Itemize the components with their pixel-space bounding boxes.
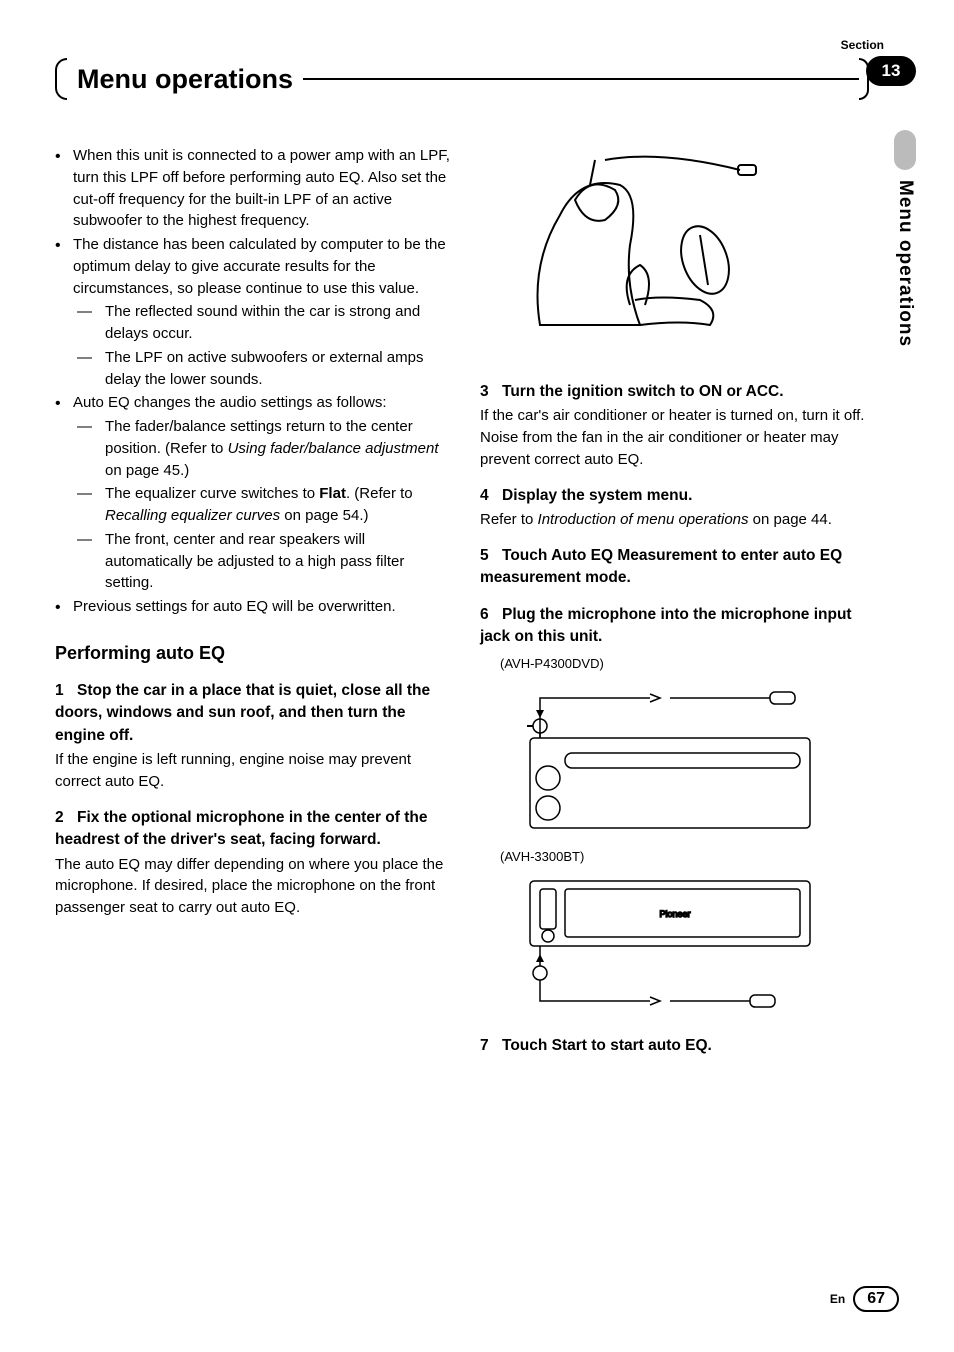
dash-list: The reflected sound within the car is st…: [73, 301, 450, 390]
step-heading: 2Fix the optional microphone in the cent…: [55, 807, 450, 852]
content-columns: When this unit is connected to a power a…: [55, 145, 899, 1057]
device-icon: Pioneer: [500, 871, 820, 1021]
device-figure-1: [500, 678, 875, 838]
dash-item: The equalizer curve switches to Flat. (R…: [105, 483, 450, 527]
dash-item: The fader/balance settings return to the…: [105, 416, 450, 481]
step-heading: 6Plug the microphone into the microphone…: [480, 604, 875, 649]
title-bracket-left: [55, 58, 67, 100]
section-number-badge: 13: [866, 56, 916, 86]
side-section-label: Menu operations: [894, 180, 916, 347]
dash-item: The front, center and rear speakers will…: [105, 529, 450, 594]
step-heading: 7Touch Start to start auto EQ.: [480, 1035, 875, 1057]
step-heading: 1Stop the car in a place that is quiet, …: [55, 680, 450, 747]
step-body: The auto EQ may differ depending on wher…: [55, 854, 450, 919]
bullet-text: The distance has been calculated by comp…: [73, 236, 446, 297]
model-label: (AVH-P4300DVD): [500, 655, 875, 674]
page-number: 67: [853, 1286, 899, 1312]
page-footer: En 67: [830, 1286, 899, 1312]
left-column: When this unit is connected to a power a…: [55, 145, 450, 1057]
bullet-item: The distance has been calculated by comp…: [73, 234, 450, 390]
bullet-text: Auto EQ changes the audio settings as fo…: [73, 394, 387, 411]
title-bar: Menu operations: [55, 58, 899, 100]
step-body: Refer to Introduction of menu operations…: [480, 509, 875, 531]
device-figure-2: Pioneer: [500, 871, 875, 1021]
model-label: (AVH-3300BT): [500, 848, 875, 867]
side-tab: [894, 130, 916, 170]
dash-list: The fader/balance settings return to the…: [73, 416, 450, 594]
bullet-list: When this unit is connected to a power a…: [55, 145, 450, 618]
page-title: Menu operations: [67, 64, 303, 95]
title-rule: [303, 78, 859, 80]
footer-language: En: [830, 1292, 845, 1306]
seat-icon: [480, 145, 780, 345]
seat-figure: [480, 145, 875, 365]
section-label: Section: [841, 38, 884, 52]
step-heading: 5Touch Auto EQ Measurement to enter auto…: [480, 545, 875, 590]
svg-text:Pioneer: Pioneer: [659, 909, 690, 919]
bullet-item: When this unit is connected to a power a…: [73, 145, 450, 232]
device-icon: [500, 678, 820, 838]
right-column: 3Turn the ignition switch to ON or ACC. …: [480, 145, 875, 1057]
dash-item: The LPF on active subwoofers or external…: [105, 347, 450, 391]
step-heading: 3Turn the ignition switch to ON or ACC.: [480, 381, 875, 403]
subheading: Performing auto EQ: [55, 640, 450, 666]
step-heading: 4Display the system menu.: [480, 485, 875, 507]
step-body: If the engine is left running, engine no…: [55, 749, 450, 793]
page: Section 13 Menu operations Menu operatio…: [0, 0, 954, 1352]
step-body: If the car's air conditioner or heater i…: [480, 405, 875, 470]
dash-item: The reflected sound within the car is st…: [105, 301, 450, 345]
bullet-item: Previous settings for auto EQ will be ov…: [73, 596, 450, 618]
bullet-item: Auto EQ changes the audio settings as fo…: [73, 392, 450, 594]
